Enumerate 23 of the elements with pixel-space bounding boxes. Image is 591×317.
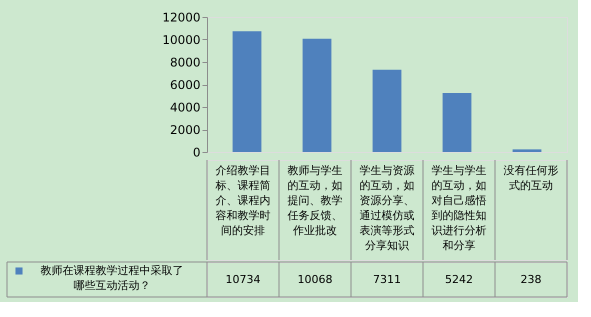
x-tick-label: 没有任何形式的互动	[504, 164, 558, 192]
x-tick-label: 学生与资源的互动，如资源分享、通过模仿或表演等形式分享知识	[360, 164, 414, 252]
data-label: 7311	[373, 273, 401, 286]
bar	[302, 38, 332, 152]
x-tick-label: 教师与学生的互动，如提问、教学任务反馈、作业批改	[286, 164, 342, 237]
data-label: 10734	[226, 273, 260, 286]
data-label: 10068	[298, 273, 332, 286]
data-label: 238	[520, 273, 542, 286]
y-tick-label: 6000	[170, 78, 200, 92]
data-label: 5242	[445, 273, 473, 286]
bar	[442, 93, 472, 152]
bar	[372, 70, 402, 152]
x-tick-label: 学生与学生的互动，如对自己感悟到的隐性知识进行分析和分享	[432, 164, 486, 252]
y-tick-label: 4000	[170, 100, 200, 114]
bar	[232, 31, 262, 152]
legend-label: 教师在课程教学过程中采取了哪些互动活动？	[40, 264, 184, 292]
x-tick-label: 介绍教学目标、课程简介、课程内容和教学时间的安排	[214, 164, 270, 237]
bar	[512, 149, 542, 152]
y-tick-label: 10000	[162, 33, 200, 47]
y-tick-label: 12000	[162, 10, 200, 24]
y-tick-label: 2000	[170, 123, 200, 137]
y-tick-label: 8000	[170, 56, 200, 70]
y-tick-label: 0	[192, 146, 200, 160]
